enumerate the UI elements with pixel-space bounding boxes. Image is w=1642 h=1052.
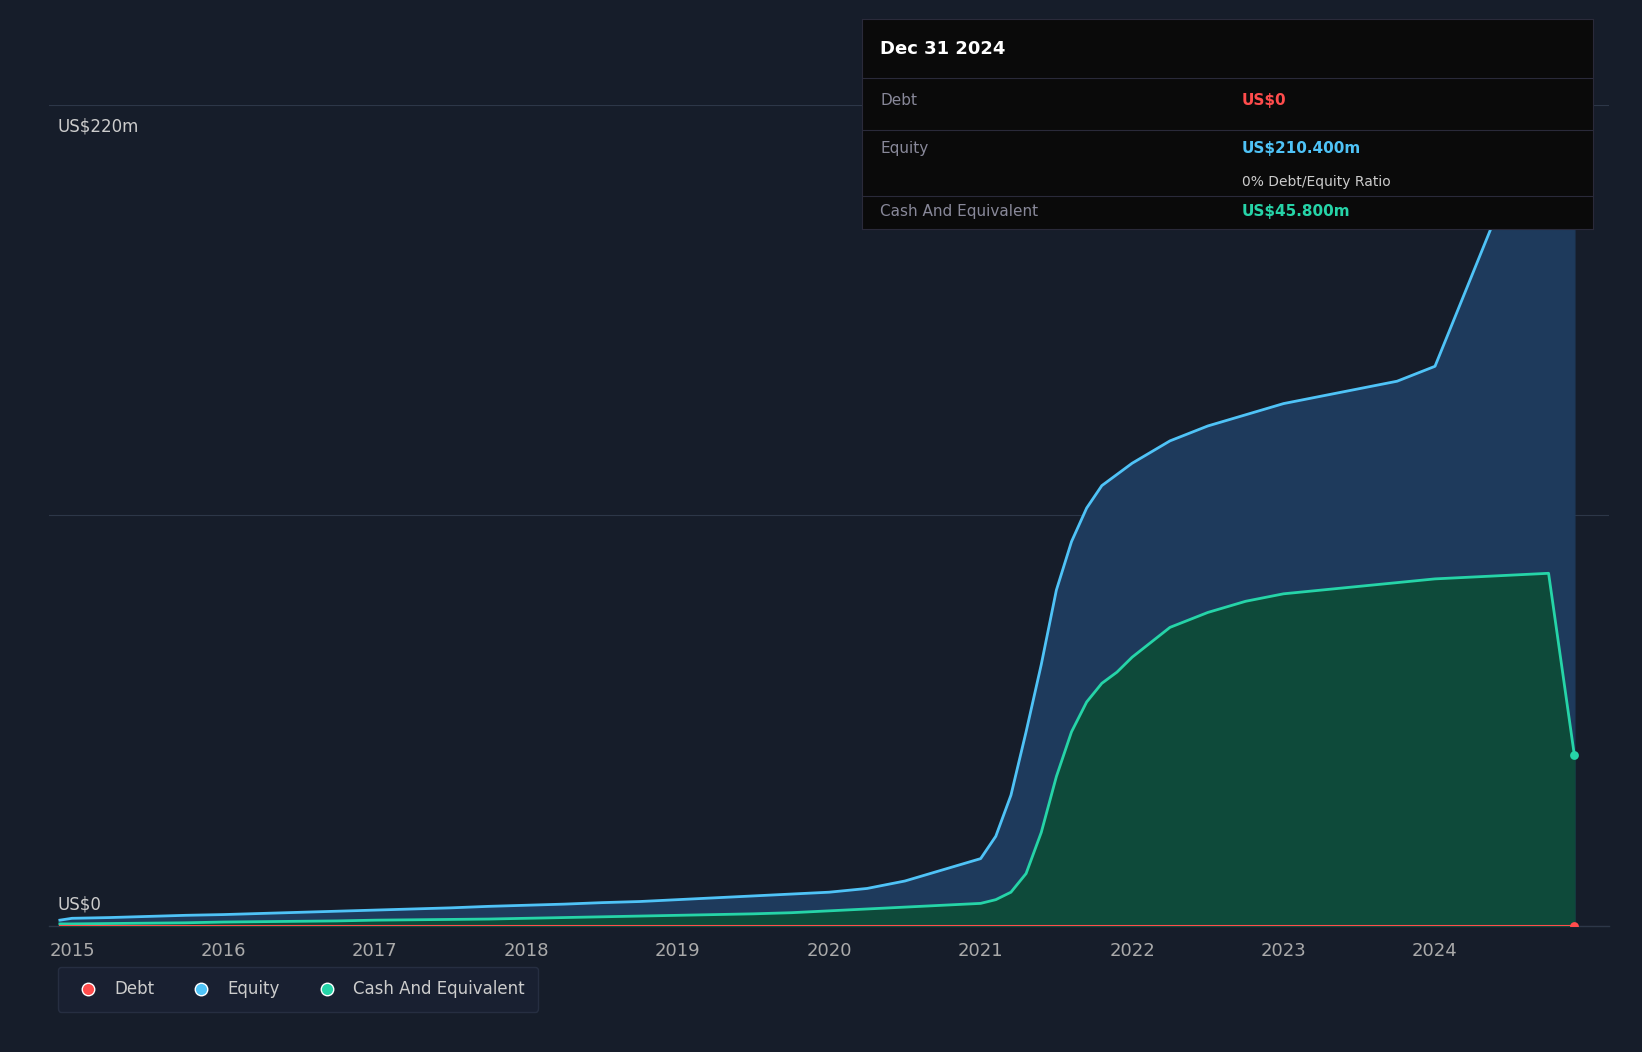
Text: US$0: US$0	[57, 895, 100, 913]
Text: Debt: Debt	[880, 93, 918, 107]
Text: Cash And Equivalent: Cash And Equivalent	[880, 204, 1038, 219]
Point	[1562, 917, 1588, 934]
Text: US$45.800m: US$45.800m	[1241, 204, 1351, 219]
Text: US$220m: US$220m	[57, 118, 138, 136]
Text: US$0: US$0	[1241, 93, 1287, 107]
Point	[1562, 133, 1588, 149]
Point	[1562, 747, 1588, 764]
Text: Equity: Equity	[880, 141, 929, 156]
Text: US$210.400m: US$210.400m	[1241, 141, 1361, 156]
Legend: Debt, Equity, Cash And Equivalent: Debt, Equity, Cash And Equivalent	[57, 967, 539, 1012]
Text: 0% Debt/Equity Ratio: 0% Debt/Equity Ratio	[1241, 175, 1391, 188]
Text: Dec 31 2024: Dec 31 2024	[880, 40, 1005, 58]
